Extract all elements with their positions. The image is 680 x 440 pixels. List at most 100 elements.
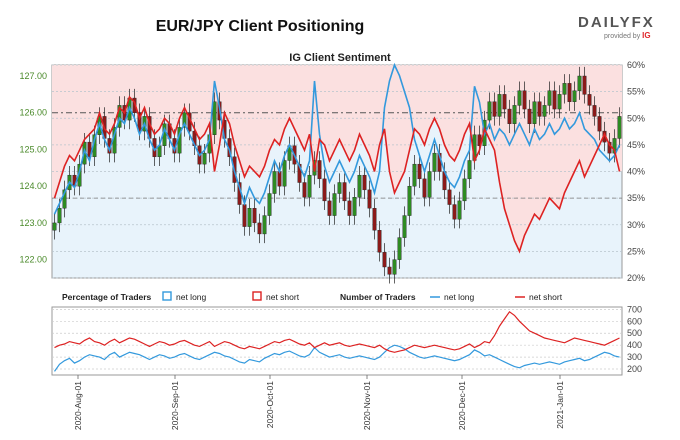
legend-title-number: Number of Traders bbox=[340, 292, 416, 302]
legend-label-net-short: net short bbox=[266, 292, 300, 302]
chart-title: EUR/JPY Client Positioning bbox=[155, 18, 365, 35]
candle-body bbox=[562, 83, 567, 95]
candle-body bbox=[392, 259, 397, 275]
candle-body bbox=[522, 90, 527, 110]
sub-y-tick-label: 600 bbox=[627, 316, 642, 326]
candle-body bbox=[572, 90, 577, 102]
candle-body bbox=[552, 90, 557, 110]
y-left-tick-label: 124.00 bbox=[19, 181, 47, 191]
main-plot: 20% 25% 30% 35% 40% 45% 50% 55% 60% 122.00 123.00 1… bbox=[19, 60, 645, 284]
series-line-net-long bbox=[53, 62, 621, 215]
candle-body bbox=[242, 204, 247, 227]
candle-body bbox=[582, 75, 587, 95]
sub-series-line-net-short bbox=[54, 310, 620, 353]
x-tick-label: 2020-Oct-01 bbox=[265, 381, 275, 429]
candle-body bbox=[117, 105, 122, 128]
candle-body bbox=[452, 204, 457, 220]
candle-body bbox=[252, 208, 257, 224]
candle-body bbox=[372, 208, 377, 231]
candle-body bbox=[277, 171, 282, 187]
y-left-tick-label: 123.00 bbox=[19, 218, 47, 228]
sub-series-line-net-long bbox=[54, 344, 620, 372]
legend-label2-net-short: net short bbox=[529, 292, 563, 302]
candle-body bbox=[542, 105, 547, 117]
sub-y-tick-label: 500 bbox=[627, 328, 642, 338]
chart-subtitle: IG Client Sentiment bbox=[289, 52, 391, 64]
y-left-tick-label: 126.00 bbox=[19, 108, 47, 118]
series-line-net-short bbox=[53, 95, 621, 254]
candle-body bbox=[532, 101, 537, 124]
candle-body bbox=[317, 160, 322, 180]
candle-body bbox=[397, 237, 402, 260]
brand-name: DAILYFX bbox=[578, 14, 655, 31]
sub-plot-background bbox=[51, 306, 623, 376]
candle-body bbox=[377, 230, 382, 253]
y-right-tick-label: 20% bbox=[627, 273, 645, 283]
legend-label2-net-long: net long bbox=[444, 292, 475, 302]
y-left-tick-label: 127.00 bbox=[19, 71, 47, 81]
candle-body bbox=[367, 189, 372, 209]
candle-body bbox=[157, 145, 162, 158]
legend-swatch-net-short bbox=[252, 291, 262, 301]
sub-y-tick-label: 200 bbox=[627, 364, 642, 374]
candle-body bbox=[427, 171, 432, 198]
legend-title-percentage: Percentage of Traders bbox=[62, 292, 152, 302]
x-tick-label: 2020-Aug-01 bbox=[73, 381, 83, 430]
y-left-tick-label: 125.00 bbox=[19, 144, 47, 154]
candle-body bbox=[492, 101, 497, 117]
candle-body bbox=[62, 189, 67, 209]
candle-body bbox=[57, 208, 62, 224]
x-tick-label: 2020-Nov-01 bbox=[362, 381, 372, 430]
sub-y-tick-label: 300 bbox=[627, 352, 642, 362]
candle-body bbox=[322, 178, 327, 202]
candle-body bbox=[502, 94, 507, 110]
candle-body bbox=[267, 193, 272, 216]
candle-body bbox=[432, 152, 437, 172]
candle-body bbox=[257, 222, 262, 235]
candle-body bbox=[447, 189, 452, 205]
candle-body bbox=[422, 178, 427, 198]
x-tick-label: 2020-Sep-01 bbox=[170, 381, 180, 430]
candle-body bbox=[587, 94, 592, 106]
candle-body bbox=[567, 83, 572, 102]
ig-logo-text: IG bbox=[642, 31, 651, 40]
candle-body bbox=[382, 252, 387, 268]
x-tick-label: 2020-Dec-01 bbox=[457, 381, 467, 430]
candle-body bbox=[527, 108, 532, 124]
legend-swatch-net-long bbox=[162, 291, 172, 301]
candle-body bbox=[282, 160, 287, 187]
candle-body bbox=[462, 178, 467, 202]
candle-body bbox=[547, 90, 552, 106]
candle-body bbox=[332, 193, 337, 216]
x-tick-label: 2021-Jan-01 bbox=[555, 381, 565, 429]
candle-body bbox=[327, 200, 332, 216]
candle-body bbox=[352, 197, 357, 216]
y-right-tick-label: 45% bbox=[627, 140, 645, 150]
candle-body bbox=[412, 163, 417, 187]
brand-sub-text: provided by bbox=[604, 33, 641, 40]
candle-body bbox=[52, 222, 57, 231]
candle-body bbox=[512, 105, 517, 124]
candle-body bbox=[297, 163, 302, 183]
candle-body bbox=[497, 94, 502, 117]
candle-body bbox=[592, 105, 597, 117]
y-right-tick-label: 40% bbox=[627, 167, 645, 177]
sub-legend: Percentage of Traders net long net short Nu… bbox=[62, 291, 563, 302]
candle-body bbox=[272, 171, 277, 194]
x-axis: 2020-Aug-01 2020-Sep-01 2020-Oct-01 2020-No… bbox=[73, 375, 565, 430]
sub-plot: 200 300 400 500 600 700 bbox=[51, 304, 642, 376]
candle-body bbox=[347, 200, 352, 216]
candle-body bbox=[262, 215, 267, 235]
candle-body bbox=[517, 90, 522, 106]
candle-body bbox=[597, 116, 602, 132]
candle-body bbox=[417, 163, 422, 180]
candle-body bbox=[362, 174, 367, 191]
candle-body bbox=[87, 141, 92, 158]
legend-label-net-long: net long bbox=[176, 292, 207, 302]
candle-body bbox=[337, 182, 342, 194]
y-right-tick-label: 30% bbox=[627, 220, 645, 230]
candle-body bbox=[202, 152, 207, 165]
sub-y-tick-label: 400 bbox=[627, 340, 642, 350]
candle-body bbox=[387, 266, 392, 275]
